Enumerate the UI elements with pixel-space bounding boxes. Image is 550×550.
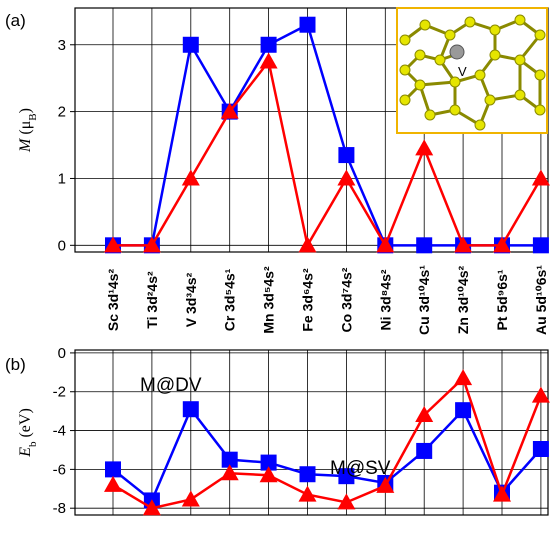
marker-square (300, 466, 316, 482)
y-tick-label: 2 (58, 104, 66, 121)
y-tick-label: -2 (53, 384, 66, 401)
x-tick-label: Co 3d⁷4s² (338, 267, 354, 332)
y-axis-label-part: (eV) (17, 408, 34, 441)
y-tick-label: 3 (58, 37, 66, 54)
marker-triangle (104, 476, 122, 492)
page: {"chart_data": [ {"type": "line", "panel… (0, 0, 550, 550)
x-tick-label: Cu 3d¹⁰4s¹ (416, 265, 432, 335)
x-tick-label: Pt 5d⁹6s¹ (494, 269, 510, 330)
y-tick-label: 0 (58, 237, 66, 254)
marker-square (183, 37, 199, 53)
marker-square (416, 237, 432, 253)
y-axis-label: M (μB) (17, 108, 39, 153)
marker-triangle (532, 387, 550, 403)
marker-square (416, 443, 432, 459)
chart: 0 1 2 3 (a) M (μB) Sc 3d¹4s² Ti 3d²4s² V 3d³4s² C… (0, 0, 550, 545)
marker-triangle (454, 369, 472, 385)
marker-triangle (415, 139, 433, 155)
panel-label: (a) (5, 11, 26, 30)
x-tick-label: Au 5d¹⁰6s¹ (533, 265, 549, 335)
y-axis-label-part: B (27, 113, 39, 120)
marker-square (455, 402, 471, 418)
x-tick-label: Ni 3d⁸4s² (377, 269, 393, 330)
x-tick-label: Sc 3d¹4s² (105, 269, 121, 332)
x-tick-label: Zn 3d¹⁰4s² (455, 265, 471, 334)
x-tick-label: Ti 3d²4s² (144, 271, 160, 329)
series-line (113, 409, 541, 500)
series-label: M@SV (330, 458, 391, 479)
y-tick-label: 1 (58, 170, 66, 187)
y-axis-label-part: E (17, 447, 34, 458)
inset-structure: V (397, 8, 547, 133)
marker-triangle (299, 486, 317, 502)
marker-square (338, 147, 354, 163)
marker-square (533, 441, 549, 457)
inset-label: V (458, 64, 467, 79)
x-tick-label: Cr 3d⁵4s¹ (222, 268, 238, 331)
marker-square (533, 237, 549, 253)
marker-triangle (299, 236, 317, 252)
marker-triangle (182, 490, 200, 506)
x-tick-label: Mn 3d⁵4s² (261, 266, 277, 334)
x-tick-label: V 3d³4s² (183, 272, 199, 327)
marker-square (261, 37, 277, 53)
marker-triangle (532, 169, 550, 185)
x-tick-label: Fe 3d⁶4s² (300, 268, 316, 332)
y-axis-label-part: (μ (17, 121, 34, 139)
marker-square (300, 17, 316, 33)
panel-label: (b) (5, 355, 26, 374)
y-tick-label: -4 (53, 423, 66, 440)
y-axis-label-part: ) (17, 108, 34, 113)
marker-triangle (182, 169, 200, 185)
y-axis-label: Eb (eV) (17, 408, 39, 458)
series-label: M@DV (140, 375, 202, 396)
y-tick-label: 0 (58, 345, 66, 362)
y-tick-label: -8 (53, 500, 66, 517)
y-tick-label: -6 (53, 461, 66, 478)
marker-square (183, 401, 199, 417)
marker-square (105, 461, 121, 477)
